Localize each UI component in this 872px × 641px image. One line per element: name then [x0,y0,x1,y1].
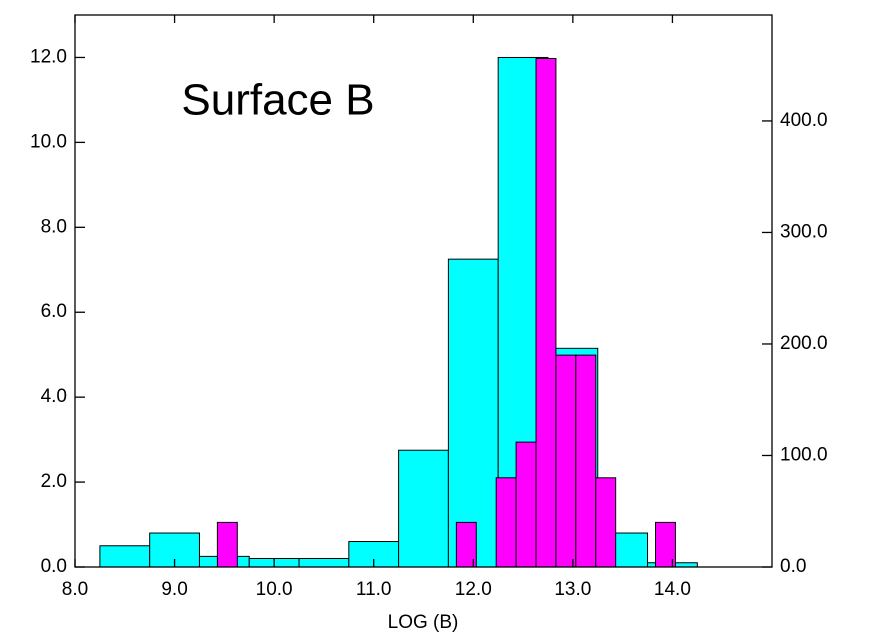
y-tick-label: 6.0 [41,301,67,322]
bar [555,354,577,568]
y2-tick-label: 400.0 [780,110,828,131]
x-tick-label: 9.0 [161,579,187,600]
x-tick-label: 13.0 [554,579,591,600]
y2-tick-label: 200.0 [780,333,828,354]
y-tick-label: 0.0 [41,556,67,577]
bar [298,558,350,568]
y2-tick-label: 100.0 [780,445,828,466]
bar [595,477,617,568]
bar [535,57,557,568]
x-tick-label: 11.0 [356,579,392,600]
bar [398,449,449,568]
bar [575,354,597,568]
y-tick-label: 4.0 [41,386,67,407]
x-tick-label: 8.0 [62,579,88,600]
annotation: Surface B [181,76,374,125]
x-axis-label: LOG (B) [388,612,459,633]
x-tick-label: 12.0 [455,579,492,600]
x-tick-label: 14.0 [654,579,691,600]
bar [99,545,151,568]
bar [515,441,537,568]
y-tick-label: 8.0 [41,216,67,237]
bar [447,258,499,568]
y-tick-label: 12.0 [30,46,67,67]
bar [495,477,517,568]
y2-tick-label: 300.0 [780,221,828,242]
y2-tick-label: 0.0 [780,556,806,577]
y-tick-label: 2.0 [41,471,67,492]
y-tick-label: 10.0 [30,131,67,152]
bar [216,521,238,568]
x-tick-label: 10.0 [256,579,293,600]
plot-frame [74,14,773,568]
